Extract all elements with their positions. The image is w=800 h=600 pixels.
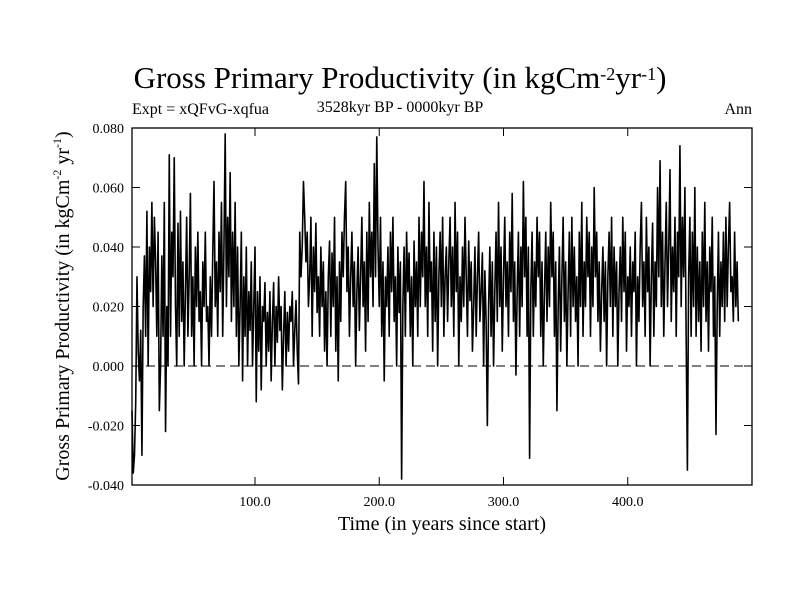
chart-title-sup-1: -2 <box>600 64 616 84</box>
x-tick-labels: 100.0 200.0 300.0 400.0 <box>239 495 643 510</box>
period-label: 3528kyr BP - 0000kyr BP <box>316 99 484 116</box>
chart-title: Gross Primary Productivity (in kgCm-2yr-… <box>0 58 800 98</box>
y-tick-label: -0.040 <box>88 479 124 494</box>
x-tick-label: 100.0 <box>239 495 271 510</box>
y-axis-title-end: ) <box>52 131 74 138</box>
experiment-label: Expt = xQFvG-xqfua <box>132 101 270 118</box>
x-tick-label: 400.0 <box>612 495 644 510</box>
chart-title-sup-2: -1 <box>641 64 657 84</box>
y-tick-label: 0.080 <box>93 122 125 137</box>
y-axis-title-sup-1: -2 <box>50 170 64 180</box>
chart-title-end: ) <box>656 60 667 95</box>
chart-title-mid: yr <box>615 60 642 95</box>
x-tick-label: 300.0 <box>488 495 520 510</box>
season-label: Ann <box>724 101 752 118</box>
chart-title-text: Gross Primary Productivity (in kgCm <box>133 60 601 95</box>
y-axis-title-mid: yr <box>52 148 74 170</box>
plot-frame <box>131 127 753 486</box>
y-tick-label: 0.000 <box>93 360 125 375</box>
x-tick-label: 200.0 <box>364 495 396 510</box>
y-tick-label: 0.040 <box>93 241 125 256</box>
y-axis-title: Gross Primary Productivity (in kgCm-2 yr… <box>50 131 74 480</box>
y-axis-title-sup-2: -1 <box>50 138 64 148</box>
x-axis-title: Time (in years since start) <box>338 513 546 535</box>
y-tick-label: 0.060 <box>93 182 125 197</box>
y-tick-label: -0.020 <box>88 420 124 435</box>
gpp-series-line <box>131 133 740 480</box>
y-tick-labels: -0.040 -0.020 0.000 0.020 0.040 0.060 0.080 <box>88 122 124 494</box>
y-tick-label: 0.020 <box>93 301 125 316</box>
y-axis-title-text: Gross Primary Productivity (in kgCm <box>52 179 74 481</box>
